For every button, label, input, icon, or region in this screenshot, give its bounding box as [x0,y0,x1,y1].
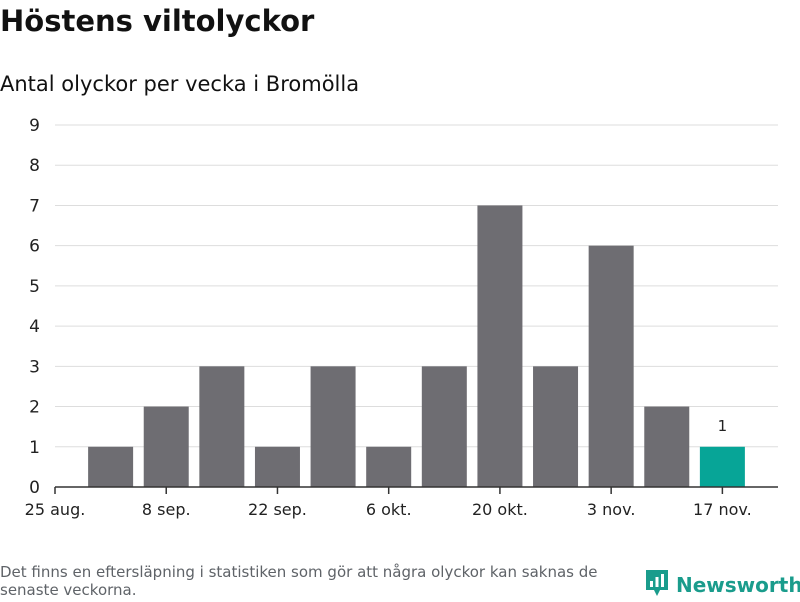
x-tick-label: 3 nov. [587,500,636,519]
y-tick-label: 2 [29,398,40,418]
x-tick-label: 6 okt. [366,500,412,519]
y-tick-label: 5 [29,277,40,297]
y-tick-label: 6 [29,237,40,257]
x-tick-label: 20 okt. [472,500,528,519]
y-tick-label: 3 [29,357,40,377]
bar [88,446,134,487]
chart-title: Höstens viltolyckor [0,4,315,38]
x-tick-label: 22 sep. [248,500,307,519]
x-tick-label: 8 sep. [142,500,191,519]
bar [644,406,690,487]
bars-layer [88,205,745,487]
grid-layer [55,124,778,448]
bar [143,406,189,487]
newsworthy-logo-icon [644,568,670,602]
y-tick-label: 9 [29,116,40,136]
y-tick-label: 8 [29,156,40,176]
brand: Newsworthy [644,570,800,600]
y-tick-label: 7 [29,196,40,216]
bar [533,366,579,487]
bar [310,366,356,487]
bar [421,366,467,487]
bar [199,366,245,487]
footnote: Det finns en eftersläpning i statistiken… [0,563,598,599]
chart-subtitle: Antal olyckor per vecka i Bromölla [0,72,360,96]
bar-data-label: 1 [718,417,728,435]
bar-highlight [699,446,745,487]
axis-layer [54,486,778,494]
x-tick-label: 17 nov. [693,500,752,519]
labels-layer: 0 1 2 3 4 5 6 7 8 9 1 25 aug. 8 sep. 22 sep. 6 okt. 20 … [25,116,752,519]
bar [477,205,523,487]
bar [254,446,300,487]
brand-name: Newsworthy [676,573,800,597]
y-tick-label: 0 [29,478,40,498]
bar [366,446,412,487]
y-tick-label: 4 [29,317,40,337]
bar [588,245,634,487]
x-tick-label: 25 aug. [25,500,86,519]
bar-chart: 0 1 2 3 4 5 6 7 8 9 1 25 aug. 8 sep. 22 sep. 6 okt. 20 … [25,116,778,519]
y-tick-label: 1 [29,438,40,458]
